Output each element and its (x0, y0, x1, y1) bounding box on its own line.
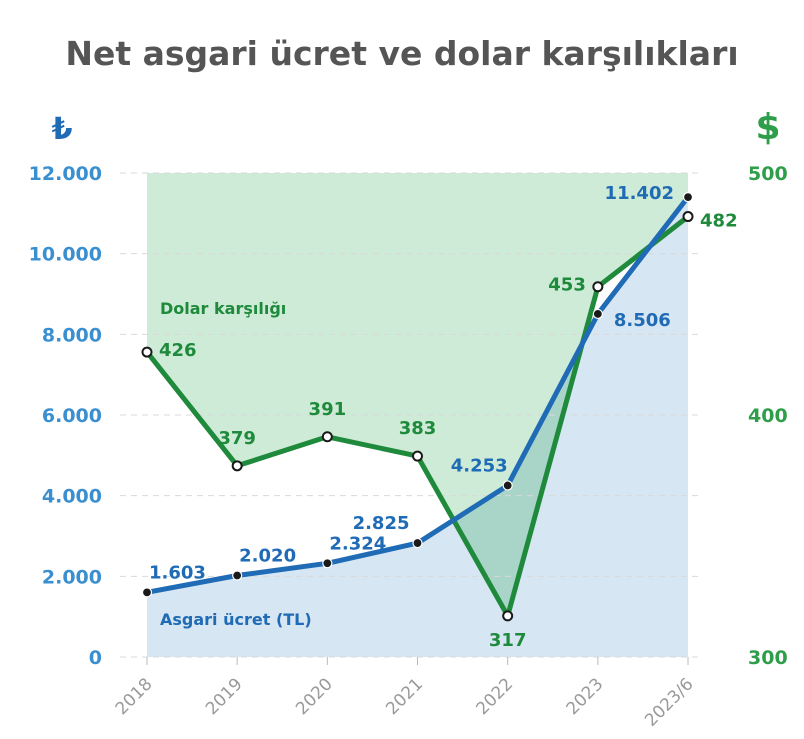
usd-point (412, 450, 424, 462)
right-tick-label: 500 (748, 163, 788, 185)
usd-series-name: Dolar karşılığı (160, 299, 286, 318)
usd-data-label: 383 (399, 418, 437, 439)
tl-data-label: 2.825 (353, 513, 410, 534)
tl-area-fill (147, 197, 689, 657)
usd-point (141, 346, 153, 358)
x-tick-label: 2020 (292, 674, 337, 719)
tl-point (682, 192, 694, 203)
usd-point (682, 211, 694, 223)
area-fills (147, 173, 689, 657)
data-points (141, 192, 694, 622)
usd-data-label: 453 (548, 275, 586, 296)
x-tick-label: 2022 (472, 674, 517, 719)
tl-point (141, 587, 153, 598)
usd-point (592, 281, 604, 293)
tl-data-label: 8.506 (614, 310, 671, 331)
usd-area-fill (147, 173, 689, 616)
tl-point (322, 558, 333, 569)
usd-data-label: 379 (218, 428, 256, 449)
usd-point (231, 460, 243, 472)
right-tick-label: 400 (748, 405, 788, 427)
x-tick-label: 2021 (382, 674, 427, 719)
tl-point (592, 308, 603, 320)
tl-point (502, 480, 513, 491)
chart-title: Net asgari ücret ve dolar karşılıkları (65, 34, 738, 73)
overlap-area-fill (453, 343, 583, 616)
x-tick-label: 2019 (202, 674, 247, 719)
tl-point (412, 537, 423, 549)
tl-data-label: 2.324 (329, 533, 386, 554)
usd-data-label: 426 (159, 340, 197, 361)
right-tick-label: 300 (748, 647, 788, 669)
tl-data-label: 1.603 (149, 562, 206, 583)
gridlines (120, 172, 700, 665)
left-tick-label: 10.000 (29, 244, 102, 266)
x-tick-label: 2023/6 (641, 674, 697, 730)
left-tick-label: 8.000 (42, 324, 102, 346)
usd-point (321, 431, 333, 443)
tl-point (232, 570, 243, 581)
tl-data-label: 11.402 (605, 183, 674, 204)
tl-series-name: Asgari ücret (TL) (160, 610, 312, 629)
x-tick-label: 2023 (563, 674, 608, 719)
usd-axis-symbol: $ (755, 107, 780, 148)
usd-data-label: 391 (309, 399, 347, 420)
left-tick-label: 0 (89, 647, 102, 669)
tl-axis-symbol: ₺ (52, 112, 73, 147)
usd-data-label: 317 (489, 630, 527, 651)
usd-point (502, 610, 514, 622)
usd-data-label: 482 (700, 211, 738, 232)
tl-data-label: 2.020 (239, 546, 296, 567)
x-tick-label: 2018 (112, 674, 157, 719)
left-tick-label: 6.000 (42, 405, 102, 427)
tl-data-label: 4.253 (451, 455, 508, 476)
left-tick-label: 12.000 (29, 163, 102, 185)
left-tick-label: 2.000 (42, 566, 102, 588)
left-tick-label: 4.000 (42, 486, 102, 508)
